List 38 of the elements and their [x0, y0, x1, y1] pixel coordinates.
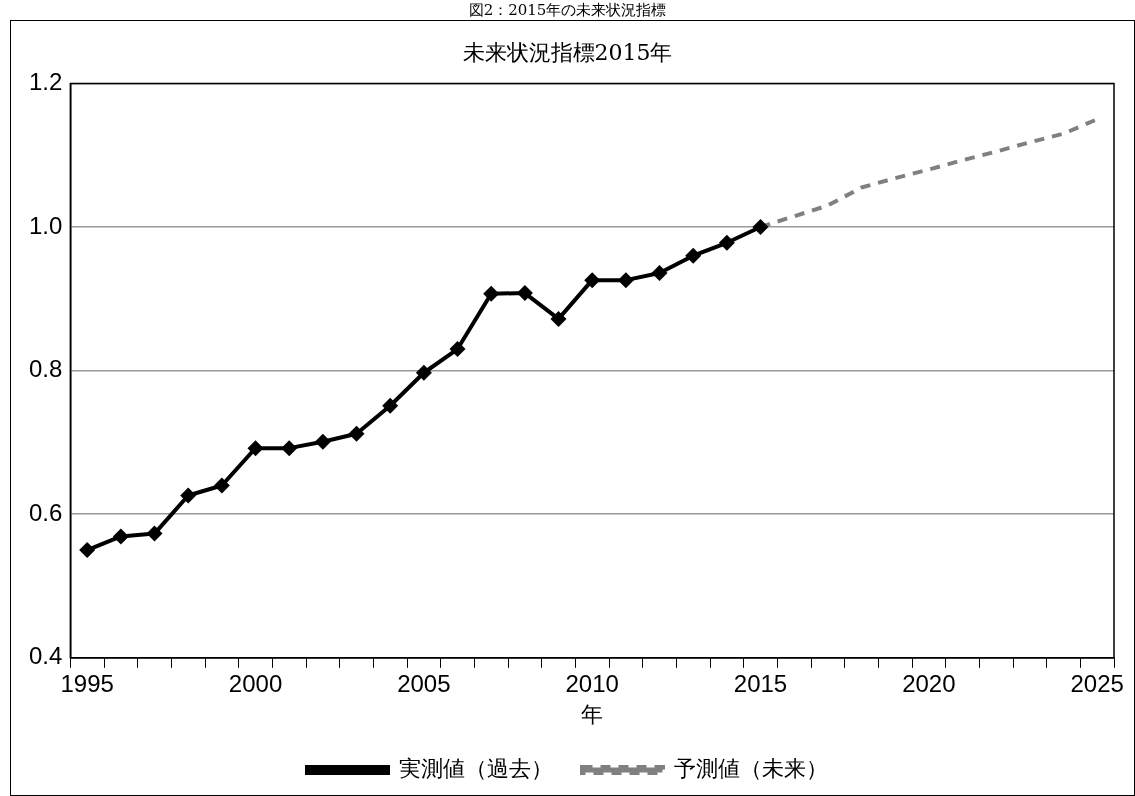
point [584, 272, 601, 289]
x-tick-label: 2025 [1070, 669, 1124, 697]
point [247, 440, 264, 457]
y-tick-label: 0.6 [28, 498, 63, 526]
y-tick-label: 1.0 [28, 211, 63, 239]
y-tick-label: 0.8 [28, 355, 63, 383]
x-tick-label: 1995 [60, 669, 114, 697]
y-tick-label: 0.4 [28, 642, 63, 670]
x-tick-label: 2015 [733, 669, 788, 697]
point [550, 310, 567, 327]
chart-title: 未来状況指標2015年 [462, 39, 673, 65]
point [752, 219, 769, 235]
point [516, 285, 533, 302]
x-tick-label: 2000 [228, 669, 283, 697]
y-tick-label: 1.2 [28, 68, 63, 96]
point [348, 425, 365, 442]
x-tick-label: 2010 [565, 669, 619, 697]
x-axis-title: 年 [581, 701, 604, 727]
point [449, 341, 466, 358]
point [382, 397, 399, 414]
point [685, 247, 702, 264]
legend-label: 予測値（未来） [673, 755, 828, 781]
point [213, 477, 230, 494]
point [483, 285, 500, 302]
caption: 図2：2015年の未来状況指標 [467, 1, 668, 19]
point [79, 542, 96, 559]
point [651, 264, 668, 281]
x-tick-label: 2005 [397, 669, 451, 697]
x-tick-label: 2020 [902, 669, 956, 697]
point [617, 272, 634, 289]
point [718, 234, 735, 251]
legend-label: 実測値（過去） [398, 755, 553, 781]
point [415, 364, 432, 381]
point [281, 440, 298, 457]
point [314, 433, 331, 450]
point [146, 525, 163, 542]
point [180, 487, 197, 504]
point [112, 528, 129, 545]
